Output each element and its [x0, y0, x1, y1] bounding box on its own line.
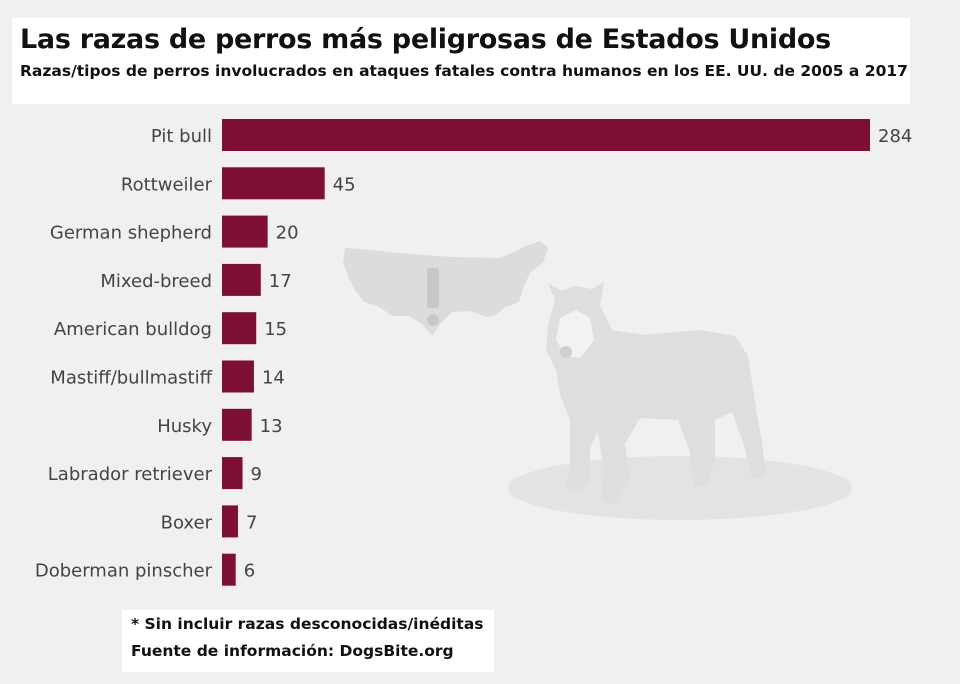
category-label: Pit bull: [151, 126, 212, 147]
value-label: 15: [264, 319, 287, 340]
category-label: Doberman pinscher: [35, 561, 213, 582]
footer-panel: * Sin incluir razas desconocidas/inédita…: [122, 610, 494, 672]
category-label: Boxer: [161, 512, 213, 533]
bar: [222, 408, 252, 441]
bar: [222, 215, 268, 248]
bar: [222, 263, 261, 296]
dog-illustration: [343, 241, 852, 520]
bar: [222, 553, 236, 586]
value-label: 17: [269, 271, 292, 292]
category-label: Rottweiler: [121, 174, 213, 195]
value-label: 20: [276, 223, 299, 244]
chart-title: Las razas de perros más peligrosas de Es…: [20, 24, 831, 55]
value-label: 45: [333, 174, 356, 195]
category-label: German shepherd: [50, 223, 212, 244]
category-label: Mixed-breed: [100, 271, 212, 292]
us-map-icon: [343, 241, 548, 336]
chart-subtitle: Razas/tipos de perros involucrados en at…: [20, 62, 908, 80]
bar: [222, 312, 257, 345]
category-label: American bulldog: [54, 319, 212, 340]
category-label: Husky: [157, 416, 212, 437]
source-credit: Fuente de información: DogsBite.org: [131, 642, 454, 660]
header-panel: Las razas de perros más peligrosas de Es…: [12, 18, 910, 104]
bar: [222, 119, 870, 151]
value-label: 6: [244, 561, 255, 582]
bar: [222, 457, 243, 490]
bar: [222, 167, 325, 200]
value-label: 9: [251, 464, 262, 485]
category-label: Mastiff/bullmastiff: [50, 368, 212, 389]
value-label: 14: [262, 368, 285, 389]
exclamation-icon: [427, 268, 439, 308]
pit-bull-silhouette: [546, 282, 766, 505]
bar: [222, 505, 238, 538]
value-label: 284: [878, 126, 912, 147]
category-label: Labrador retriever: [48, 464, 213, 485]
footnote: * Sin incluir razas desconocidas/inédita…: [131, 615, 484, 633]
bar: [222, 360, 254, 393]
value-label: 13: [260, 416, 283, 437]
value-label: 7: [246, 512, 257, 533]
